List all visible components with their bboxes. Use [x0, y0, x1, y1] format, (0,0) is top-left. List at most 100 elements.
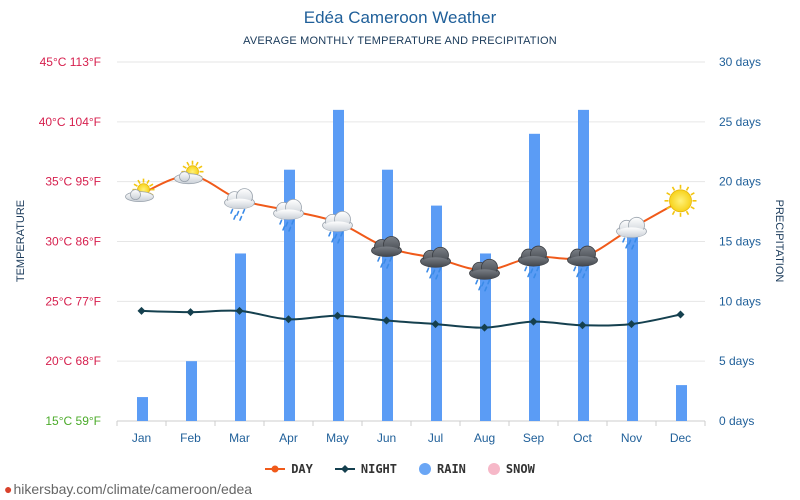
storm-cloud-icon — [567, 245, 598, 279]
rain-drop — [631, 244, 635, 250]
legend-night-symbol — [334, 465, 355, 473]
rain-drop — [622, 237, 626, 243]
rain-drop — [337, 238, 341, 244]
night-point — [186, 308, 195, 317]
night-point — [235, 306, 244, 315]
rain-drop — [386, 263, 390, 269]
rain-drop — [377, 256, 381, 262]
rain-drop — [340, 231, 344, 237]
rain-drop — [389, 256, 393, 262]
cloud-part — [372, 246, 401, 257]
sun-ray — [690, 192, 695, 196]
y-right-tick-label: 15 days — [719, 235, 761, 249]
rain-drop — [291, 219, 295, 225]
legend-item-rain[interactable]: RAIN — [419, 462, 466, 476]
y-right-tick-label: 30 days — [719, 55, 761, 69]
rain-drop — [331, 237, 335, 243]
legend-day-symbol — [265, 465, 286, 473]
rain-cloud-icon — [322, 210, 353, 244]
x-tick-label: Jul — [428, 431, 443, 445]
rain-drop — [582, 273, 586, 279]
rain-drop — [429, 273, 433, 279]
cloud-part — [130, 189, 141, 201]
rain-drop — [533, 273, 537, 279]
rain-bar — [480, 253, 491, 421]
x-tick-label: Nov — [621, 431, 642, 445]
source-url: hikersbay.com/climate/cameroon/edea — [13, 481, 253, 497]
rain-drop — [380, 262, 384, 268]
rain-drop — [383, 258, 387, 264]
legend-snow-symbol — [487, 463, 500, 475]
rain-drop — [242, 208, 246, 214]
legend-rain-label: RAIN — [437, 462, 466, 476]
map-pin-icon: ● — [4, 481, 13, 497]
rain-cloud-icon — [273, 198, 304, 232]
rain-drop — [524, 266, 528, 272]
chart-subtitle: AVERAGE MONTHLY TEMPERATURE AND PRECIPIT… — [243, 35, 557, 47]
y-right-tick-label: 0 days — [719, 414, 754, 428]
day-temperature-line — [141, 174, 681, 272]
rain-drop — [475, 279, 479, 285]
storm-cloud-icon — [420, 246, 451, 280]
y-right-axis-title: PRECIPITATION — [773, 200, 785, 283]
x-tick-label: May — [326, 431, 349, 445]
y-right-tick-label: 5 days — [719, 354, 754, 368]
night-point — [627, 320, 636, 329]
rain-bar — [284, 169, 295, 421]
rain-drop — [285, 221, 289, 227]
cloud-part — [470, 269, 499, 280]
cloud-part — [519, 256, 548, 267]
x-tick-label: Apr — [279, 431, 298, 445]
legend-item-snow[interactable]: SNOW — [487, 462, 535, 476]
night-point — [480, 323, 489, 332]
storm-cloud-icon — [469, 258, 500, 292]
rain-drop — [435, 274, 439, 280]
rain-drop — [282, 225, 286, 231]
y-left-tick-label: 30°C 86°F — [45, 235, 101, 249]
y-left-tick-label: 40°C 104°F — [39, 115, 101, 129]
sun-ray — [666, 192, 671, 196]
sun-ray — [146, 179, 150, 184]
rain-drop — [530, 268, 534, 274]
legend-item-day[interactable]: DAY — [265, 462, 313, 476]
x-tick-label: Mar — [229, 431, 250, 445]
sun-ray — [690, 206, 695, 210]
night-point — [431, 320, 440, 329]
sun-ray — [186, 161, 190, 167]
storm-cloud-icon — [371, 236, 402, 269]
sun-disc — [669, 189, 692, 213]
partly-cloudy-icon — [174, 160, 204, 185]
night-point — [137, 306, 146, 315]
sun-ray — [149, 183, 154, 187]
rain-drop — [288, 226, 292, 232]
legend-snow-label: SNOW — [505, 462, 535, 476]
sun-ray — [666, 206, 671, 210]
cloud-part — [617, 227, 646, 238]
night-point — [333, 311, 342, 320]
rain-bar — [137, 397, 148, 421]
y-right-tick-label: 25 days — [719, 115, 761, 129]
chart-title: Edéa Cameroon Weather — [303, 8, 497, 27]
rain-drop — [328, 231, 332, 237]
y-left-tick-label: 15°C 59°F — [45, 414, 101, 428]
rain-drop — [527, 272, 531, 278]
rain-bar — [186, 361, 197, 421]
y-right-tick-label: 20 days — [719, 175, 761, 189]
partly-cloudy-icon — [125, 178, 155, 203]
cloud-part — [179, 171, 190, 183]
y-left-tick-label: 25°C 77°F — [45, 294, 101, 308]
rain-drop — [625, 243, 629, 249]
night-point — [529, 317, 538, 326]
x-tick-label: Oct — [573, 431, 592, 445]
y-left-axis-title: TEMPERATURE — [15, 200, 27, 282]
rain-drop — [478, 285, 482, 291]
rain-drop — [432, 269, 436, 275]
legend-night-label: NIGHT — [360, 462, 397, 476]
sun-ray — [182, 165, 187, 169]
legend-item-night[interactable]: NIGHT — [334, 462, 397, 476]
source-watermark[interactable]: ●hikersbay.com/climate/cameroon/edea — [4, 481, 252, 497]
night-temperature-line — [141, 309, 681, 329]
sun-ray — [198, 165, 203, 169]
rain-drop — [579, 268, 583, 274]
cloud-part — [225, 198, 254, 209]
